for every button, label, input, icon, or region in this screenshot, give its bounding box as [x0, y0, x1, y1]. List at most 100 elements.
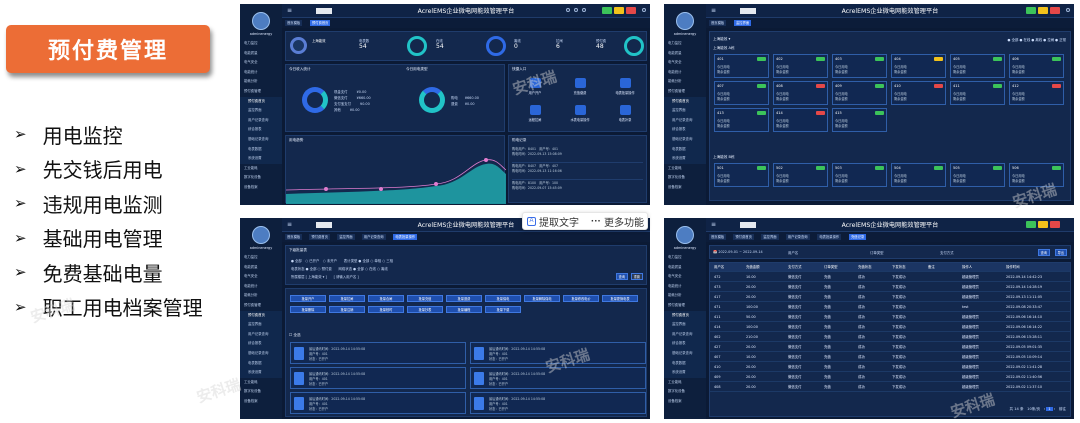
sidebar-item[interactable]: 能耗分析	[244, 293, 258, 298]
menu-toggle-icon[interactable]: ≡	[287, 7, 293, 14]
sidebar-item[interactable]: 设备档案	[244, 398, 258, 403]
meter-item[interactable]: 最后通讯时间：2022-09-14 14:55:08 用户号：401 状态：已开户	[290, 392, 466, 414]
quick-entry-button[interactable]: 充值缴费	[560, 77, 600, 101]
sidebar-item[interactable]: 监控界面	[664, 320, 706, 330]
sidebar-item[interactable]: 电表数据	[664, 144, 706, 155]
sidebar-item[interactable]: 数字化设备	[244, 389, 261, 394]
sidebar-item[interactable]: 预付费首页	[240, 310, 282, 321]
meter-card[interactable]: 406 今日用电 剩余金额	[1009, 54, 1064, 78]
sidebar-item[interactable]: 数字化设备	[244, 175, 261, 180]
batch-op-button[interactable]: 批量拉闸	[329, 295, 365, 302]
menu-toggle-icon[interactable]: ≡	[287, 221, 293, 228]
pagination[interactable]: 共 14 条 10条/页 ‹ 1 › 前往	[1009, 407, 1066, 411]
sidebar-item[interactable]: 电能统计	[668, 69, 682, 74]
meter-card[interactable]: 404 今日用电 剩余金额	[891, 54, 946, 78]
more-functions-button[interactable]: ··· 更多功能	[591, 215, 644, 229]
sidebar-item[interactable]: 综合报表	[664, 339, 706, 349]
quick-entry-button[interactable]: 用户开户	[515, 77, 555, 101]
sidebar-item[interactable]: 设备档案	[668, 184, 682, 189]
sidebar-item[interactable]: 电力监控	[668, 255, 682, 259]
meter-card[interactable]: 412 今日用电 剩余金额	[1009, 81, 1064, 105]
settings-icon[interactable]	[566, 8, 570, 12]
sidebar-item[interactable]: 工业能耗	[668, 165, 682, 170]
sidebar-item[interactable]: 电气安全	[668, 60, 682, 65]
batch-op-button[interactable]: 批量编程	[446, 306, 482, 313]
sidebar-item[interactable]: 监控界面	[240, 320, 282, 330]
tab-home[interactable]: 首页模板	[285, 20, 303, 26]
meter-item[interactable]: 最后通讯时间：2022-09-14 14:55:08 用户号：401 状态：已开户	[290, 367, 466, 389]
sidebar-item[interactable]: 电表数据	[240, 144, 282, 155]
meter-card[interactable]: 402 今日用电 剩余金额	[773, 54, 828, 78]
sidebar-item[interactable]: 预付费管理	[668, 88, 685, 93]
sidebar-item[interactable]: 用户记录查询	[240, 329, 282, 340]
sidebar-item[interactable]: 综合报表	[240, 125, 282, 135]
query-button[interactable]: 查询	[1037, 249, 1050, 256]
sidebar-item[interactable]: 能耗分析	[244, 79, 258, 84]
extract-text-button[interactable]: A 提取文字	[523, 214, 583, 229]
batch-op-button[interactable]: 批量注销	[329, 306, 365, 313]
sidebar-item[interactable]: 系统设置	[240, 154, 282, 164]
sidebar-item[interactable]: 工业能耗	[668, 379, 682, 384]
meter-card[interactable]: 502 今日用电 剩余金额	[773, 163, 828, 187]
sidebar-item[interactable]: 基础记录查询	[664, 348, 706, 359]
sidebar-item[interactable]: 设备档案	[244, 184, 258, 189]
meter-card[interactable]: 401 今日用电 剩余金额	[714, 54, 769, 78]
sidebar-item[interactable]: 系统设置	[240, 368, 282, 378]
tab-item[interactable]: 用户记录查询	[361, 234, 386, 240]
sidebar-item[interactable]: 预付费首页	[664, 96, 706, 107]
batch-op-button[interactable]: 批量充值	[407, 295, 443, 302]
sidebar-item[interactable]: 电能统计	[244, 69, 258, 74]
batch-op-button[interactable]: 批量解除保电	[524, 295, 560, 302]
table-row[interactable]: 411 50.00 微信支付 充值 成功 下发成功 超级管理员 2022-09-06 16:1…	[710, 313, 1070, 322]
menu-toggle-icon[interactable]: ≡	[711, 7, 717, 14]
batch-op-button[interactable]: 批量下载	[485, 306, 521, 313]
filter-row[interactable]: ● 全部 ○ 已开户 ○ 未开户 表计类型 ● 全部 ○ 单相 ○ 三相	[291, 259, 394, 263]
meter-card[interactable]: 414 今日用电 剩余金额	[773, 108, 828, 132]
batch-op-button[interactable]: 批量更换电表	[602, 295, 638, 302]
sidebar-item[interactable]: 预付费管理	[244, 302, 261, 307]
sidebar-item[interactable]: 电气安全	[244, 60, 258, 65]
sidebar-item[interactable]: 工业能耗	[244, 165, 258, 170]
tab-home[interactable]: 首页模板	[709, 20, 727, 26]
tab-item[interactable]: 预付费首页	[309, 234, 330, 240]
table-row[interactable]: 408 20.00 微信支付 充值 成功 下发成功 超级管理员 2022-09-02 11:3…	[710, 383, 1070, 392]
date-range[interactable]: 📅 2022-09-01 ~ 2022-09-14	[713, 250, 763, 254]
sidebar-item[interactable]: 工业能耗	[244, 379, 258, 384]
table-row[interactable]: 417 20.00 微信支付 充值 成功 下发成功 超级管理员 2022-09-13 11:1…	[710, 293, 1070, 302]
sidebar-item[interactable]: 电能统计	[244, 283, 258, 288]
sidebar-item[interactable]: 预付费管理	[668, 302, 685, 307]
tab-prepaid-home[interactable]: 预付费首页	[310, 20, 331, 26]
sidebar-item[interactable]: 能耗分析	[668, 293, 682, 298]
batch-op-button[interactable]: 批量删除	[290, 306, 326, 313]
table-row[interactable]: 473 20.00 微信支付 充值 成功 下发成功 超级管理员 2022-09-14 14:2…	[710, 283, 1070, 292]
export-button[interactable]: 导出	[1054, 249, 1067, 256]
tab-item[interactable]: 电表批量操作	[817, 234, 842, 240]
sidebar-item[interactable]: 监控界面	[664, 106, 706, 116]
sidebar-item[interactable]: 系统设置	[664, 368, 706, 378]
tab-item[interactable]: 预付费首页	[733, 234, 754, 240]
quick-entry-button[interactable]: 远程拉闸	[515, 104, 555, 128]
quick-entry-button[interactable]: 电表批量操作	[605, 77, 645, 101]
table-row[interactable]: 407 10.00 微信支付 充值 成功 下发成功 超级管理员 2022-09-05 10:0…	[710, 353, 1070, 362]
sidebar-item[interactable]: 用户记录查询	[240, 115, 282, 126]
batch-op-button[interactable]: 批量抄表	[407, 306, 443, 313]
sidebar-item[interactable]: 数字化设备	[668, 175, 685, 180]
filter-row[interactable]: 电表状态 ● 全部 ○ 预付费 网络状态 ● 全部 ○ 在线 ○ 离线	[291, 267, 388, 271]
tab-item[interactable]: 首页模板	[285, 234, 303, 240]
sidebar-item[interactable]: 用户记录查询	[664, 115, 706, 126]
table-row[interactable]: 472 10.00 微信支付 充值 成功 下发成功 超级管理员 2022-09-14 14:4…	[710, 273, 1070, 282]
tab-monitor[interactable]: 监控界面	[734, 20, 752, 26]
pay-method-filter[interactable]: 支付方式	[940, 251, 954, 255]
sidebar-item[interactable]: 基础记录查询	[664, 134, 706, 145]
sidebar-item[interactable]: 预付费首页	[664, 310, 706, 321]
meter-card[interactable]: 501 今日用电 剩余金额	[714, 163, 769, 187]
select-all[interactable]: ☐ 全选	[289, 333, 301, 337]
query-button[interactable]: 查询	[615, 273, 628, 280]
meter-card[interactable]: 503 今日用电 剩余金额	[832, 163, 887, 187]
reset-button[interactable]: 重置	[630, 273, 643, 280]
meter-card[interactable]: 410 今日用电 剩余金额	[891, 81, 946, 105]
order-type-filter[interactable]: 订单类型	[870, 251, 884, 255]
table-row[interactable]: 471 100.00 微信支付 充值 成功 下发成功 test 2022-09-08 20:3…	[710, 303, 1070, 312]
batch-op-button[interactable]: 批量合闸	[368, 295, 404, 302]
sidebar-item[interactable]: 用户记录查询	[664, 329, 706, 340]
